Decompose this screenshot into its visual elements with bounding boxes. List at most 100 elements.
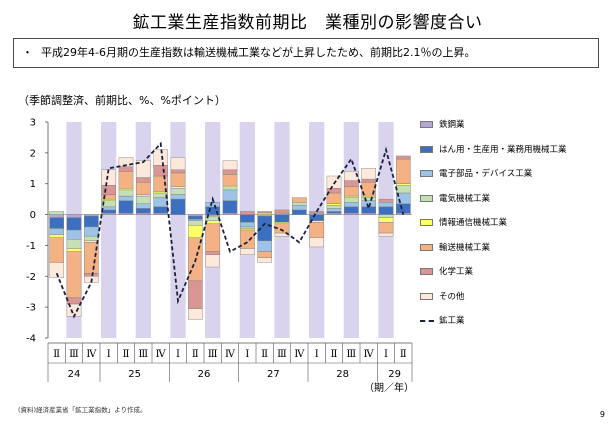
bar-segment [240, 248, 255, 255]
bar-segment [344, 180, 359, 187]
bar-segment [378, 202, 394, 208]
source-note: (資料)経済産業省「鉱工業指数」より作成。 [18, 406, 147, 414]
bar-segment [118, 195, 134, 201]
bar-segment [326, 211, 342, 214]
bar-segment [101, 185, 116, 195]
bar-segment [274, 232, 290, 237]
bar-segment [49, 214, 64, 218]
bar-segment [309, 211, 324, 214]
bar-segment [136, 160, 151, 178]
legend-label: その他 [439, 291, 465, 302]
legend-label: はん用・生産用・業務用機械工業 [439, 144, 567, 155]
legend-swatch [420, 219, 433, 226]
legend-label: 輸送機械工業 [439, 242, 491, 253]
y-tick-label: -4 [26, 334, 36, 345]
legend-swatch [420, 194, 433, 202]
x-tick-label: Ⅳ [86, 349, 97, 360]
bar-segment [309, 212, 324, 215]
bar-segment [257, 211, 272, 214]
y-tick-label: -2 [26, 272, 36, 283]
x-tick-label: Ⅰ [176, 349, 180, 360]
legend-swatch [420, 121, 433, 128]
bar-segment [188, 215, 203, 220]
bar-segment [66, 229, 82, 240]
bar-segment [170, 157, 186, 171]
bar-segment [205, 254, 220, 268]
bar-segment [136, 212, 151, 215]
bar-segment [378, 222, 394, 234]
bar-segment [257, 257, 272, 263]
legend-label: 鉄鋼業 [439, 120, 465, 130]
page-number: 9 [599, 410, 605, 419]
x-tick-label: Ⅲ [139, 349, 149, 360]
bar-segment [101, 206, 116, 211]
bar-segment [274, 212, 290, 215]
bar-segment [344, 171, 359, 181]
x-tick-label: Ⅰ [245, 349, 249, 360]
x-tick-label: Ⅱ [331, 349, 338, 360]
bar-segment [118, 166, 134, 172]
shade-band [343, 122, 359, 338]
bar-segment [66, 214, 82, 218]
bar-segment [118, 157, 134, 167]
bar-segment [344, 212, 359, 215]
bar-segment [170, 172, 186, 188]
bar-segment [240, 226, 255, 229]
legend-swatch [420, 268, 433, 275]
x-tick-label: Ⅳ [156, 349, 167, 360]
bar-segment [49, 211, 64, 215]
bar-segment [361, 206, 376, 214]
bar-segment [153, 212, 168, 215]
bar-segment [309, 222, 324, 238]
bar-segment [153, 206, 168, 214]
bar-segment [396, 158, 411, 184]
bar-segment [118, 200, 134, 214]
x-tick-label: Ⅱ [192, 349, 199, 360]
bar-segment [170, 188, 186, 195]
x-tick-label: Ⅱ [53, 349, 60, 360]
bar-segment [84, 240, 99, 243]
bar-segment [153, 149, 168, 166]
legend-swatch [420, 145, 433, 153]
bar-segment [66, 248, 82, 252]
x-tick-label: Ⅳ [364, 349, 375, 360]
bar-segment [222, 174, 238, 186]
bar-segment [344, 195, 359, 198]
bar-segment [49, 262, 64, 279]
bar-segment [205, 202, 220, 208]
bar-segment [136, 208, 151, 214]
x-axis-unit-label: （期／年） [364, 381, 414, 394]
bar-segment [309, 237, 324, 248]
bar-segment [222, 189, 238, 201]
legend-label: 情報通信機械工業 [439, 218, 508, 228]
shade-band [170, 122, 186, 338]
bar-segment [326, 203, 342, 206]
bar-segment [49, 217, 64, 229]
summary-bullet: ・ [22, 46, 33, 59]
x-tick-label: Ⅱ [123, 349, 130, 360]
bar-segment [188, 220, 203, 226]
bar-segment [378, 198, 394, 203]
bar-segment [49, 228, 64, 235]
bar-segment [361, 168, 376, 180]
bar-segment [170, 198, 186, 215]
line-series-total [55, 141, 405, 319]
bar-segment [257, 251, 272, 258]
bar-segment [378, 214, 394, 218]
year-label: 27 [267, 369, 280, 380]
bar-segment [84, 235, 99, 242]
bar-segment [240, 228, 255, 231]
bar-segment [66, 297, 82, 305]
legend-swatch [420, 292, 433, 300]
bar-segment [344, 197, 359, 203]
legend-line-swatch [420, 320, 434, 322]
bar-segment [344, 202, 359, 208]
summary-box: ・平成29年4-6月期の生産指数は輸送機械工業などが上昇したため、前期比2.1％… [13, 38, 599, 68]
legend-swatch [420, 170, 433, 177]
x-tick-label: Ⅲ [277, 349, 287, 360]
bar-segment [222, 212, 238, 215]
bar-segment [188, 280, 203, 309]
bar-segment [292, 197, 307, 203]
bar-segment [344, 206, 359, 214]
